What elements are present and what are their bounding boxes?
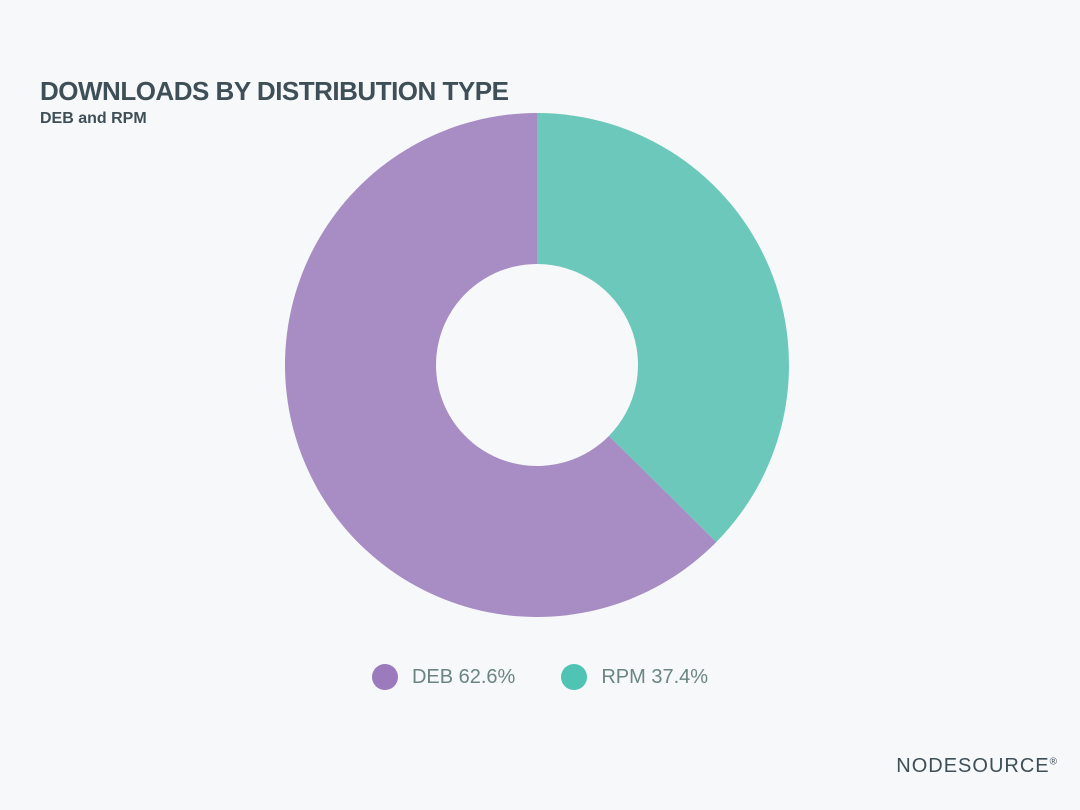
slice-deb[interactable] [285,113,717,617]
slice-rpm[interactable] [537,113,790,543]
brand-name: NODESOURCE [896,755,1050,777]
legend-item-rpm[interactable]: RPM 37.4% [561,664,708,690]
legend-label-rpm: RPM 37.4% [601,665,709,688]
legend-item-deb[interactable]: DEB 62.6% [371,664,516,690]
chart-title: DOWNLOADS BY DISTRIBUTION TYPE [40,76,509,106]
legend-label-deb: DEB 62.6% [411,665,516,688]
registered-mark: ® [1049,756,1058,768]
legend-swatch-deb [371,664,398,690]
nodesource-logo: NODESOURCE® [896,755,1058,778]
legend: DEB 62.6% RPM 37.4% [0,664,1080,690]
legend-swatch-rpm [561,664,588,690]
chart-subtitle: DEB and RPM [40,110,147,127]
